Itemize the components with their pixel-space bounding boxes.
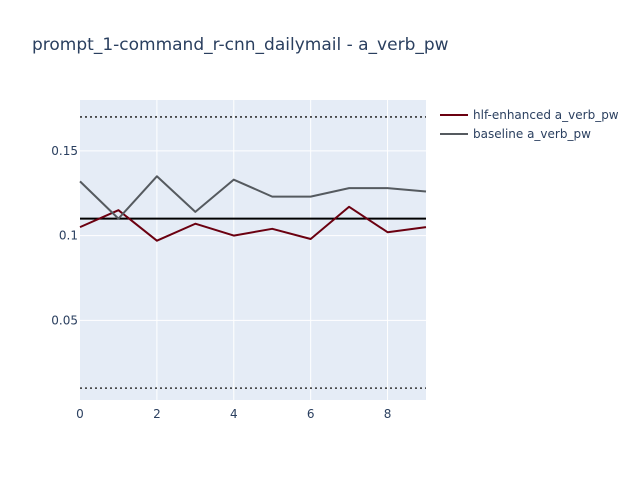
grid-lines <box>80 100 426 400</box>
legend-label: hlf-enhanced a_verb_pw <box>473 108 619 122</box>
legend-item[interactable]: hlf-enhanced a_verb_pw <box>440 108 619 122</box>
plot-area <box>80 100 426 400</box>
y-tick-label: 0.15 <box>51 144 78 158</box>
x-tick-label: 8 <box>384 407 392 421</box>
legend-label: baseline a_verb_pw <box>473 127 591 141</box>
legend[interactable]: hlf-enhanced a_verb_pw baseline a_verb_pw <box>440 108 619 141</box>
x-tick-label: 6 <box>307 407 315 421</box>
y-tick-label: 0.05 <box>51 313 78 327</box>
x-tick-label: 0 <box>76 407 84 421</box>
series-lines <box>79 175 427 242</box>
y-tick-label: 0.1 <box>59 229 78 243</box>
x-tick-label: 2 <box>153 407 161 421</box>
x-tick-label: 4 <box>230 407 238 421</box>
chart-title: prompt_1-command_r-cnn_dailymail - a_ver… <box>32 35 449 55</box>
axis-ticks: 0 2 4 6 8 0.05 0.1 0.15 <box>51 144 391 421</box>
legend-item[interactable]: baseline a_verb_pw <box>440 127 591 141</box>
series-line-2 <box>79 175 427 220</box>
series-line-1 <box>79 205 427 242</box>
